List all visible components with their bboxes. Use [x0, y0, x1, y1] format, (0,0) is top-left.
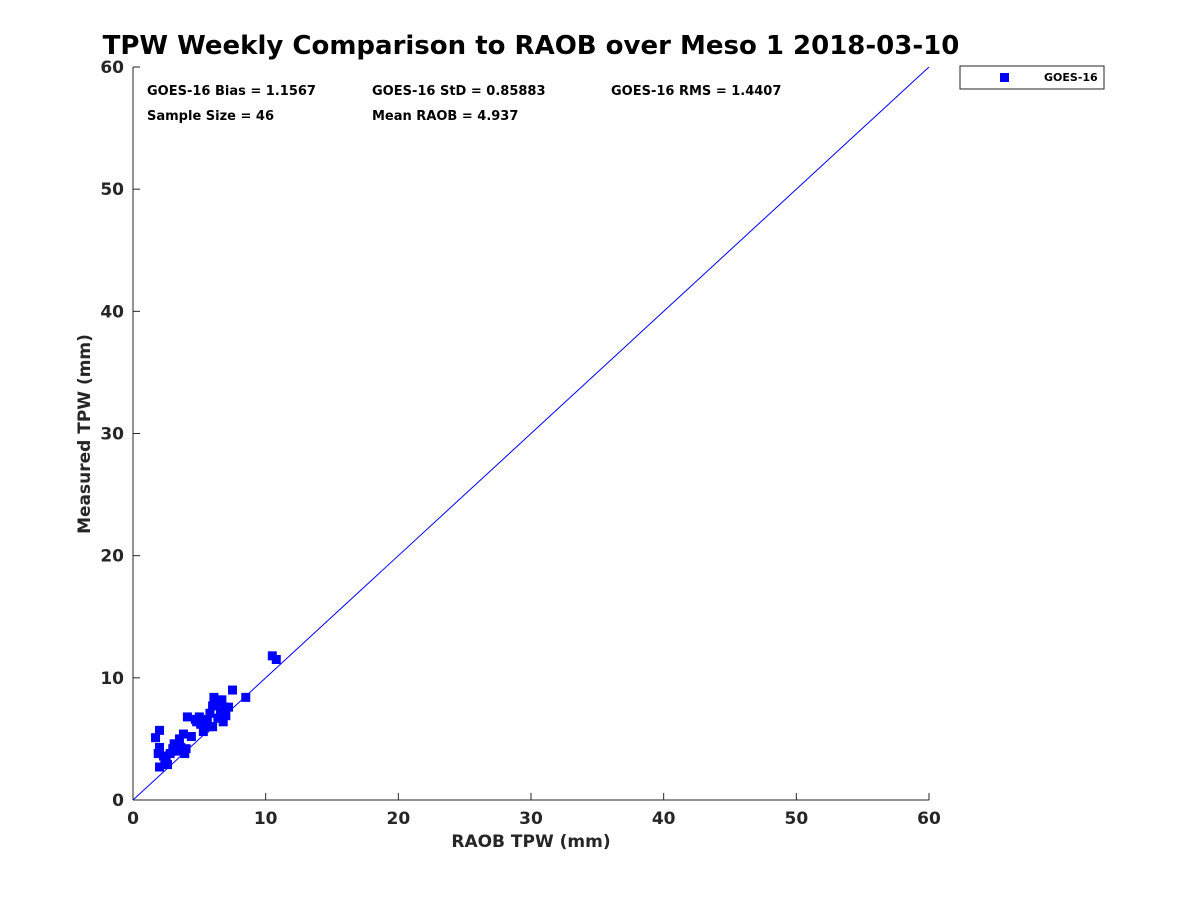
plot-area: 0 10 20 30 40 50 60 0 10 20 30 40 50 60 — [100, 58, 941, 829]
data-point — [162, 760, 172, 770]
data-point — [155, 762, 165, 772]
data-point — [241, 692, 251, 702]
x-tick-label: 10 — [254, 809, 278, 829]
data-point — [180, 749, 190, 759]
x-tick-label: 50 — [784, 809, 808, 829]
data-point — [169, 739, 179, 749]
x-tick-label: 20 — [386, 809, 410, 829]
data-point — [218, 717, 228, 727]
data-point — [165, 749, 175, 759]
data-point — [213, 713, 223, 723]
x-tick-label: 40 — [652, 809, 676, 829]
data-point — [201, 714, 211, 724]
data-point — [208, 722, 218, 732]
x-tick-label: 60 — [917, 809, 941, 829]
y-tick-label: 10 — [100, 669, 124, 689]
one-to-one-reference-line — [132, 66, 930, 801]
y-tick-label: 40 — [100, 302, 124, 322]
data-point — [214, 697, 224, 707]
data-point — [155, 742, 165, 752]
x-ticks: 0 10 20 30 40 50 60 — [127, 793, 941, 829]
data-point — [160, 753, 170, 763]
chart-title: TPW Weekly Comparison to RAOB over Meso … — [103, 31, 960, 61]
data-point — [205, 708, 215, 718]
y-tick-label: 0 — [112, 791, 124, 811]
x-tick-label: 30 — [519, 809, 543, 829]
data-point — [178, 729, 188, 739]
y-tick-label: 30 — [100, 425, 124, 445]
legend-label-goes16: GOES-16 — [1044, 71, 1098, 84]
x-tick-label: 0 — [127, 809, 139, 829]
data-point — [151, 733, 161, 743]
stat-mean-raob: Mean RAOB = 4.937 — [372, 109, 518, 124]
legend: GOES-16 — [959, 65, 1105, 90]
data-point — [221, 711, 231, 721]
data-point — [174, 734, 184, 744]
data-point — [228, 685, 237, 695]
data-point — [186, 731, 196, 741]
data-point — [192, 717, 202, 727]
x-axis-label: RAOB TPW (mm) — [451, 832, 610, 852]
data-point — [194, 712, 204, 722]
data-points — [151, 651, 281, 772]
y-tick-label: 60 — [100, 58, 124, 78]
data-point — [271, 655, 281, 665]
stat-std: GOES-16 StD = 0.85883 — [372, 84, 546, 99]
stats-box: GOES-16 Bias = 1.1567 GOES-16 StD = 0.85… — [147, 84, 781, 124]
y-tick-label: 50 — [100, 180, 124, 200]
y-axis-label: Measured TPW (mm) — [75, 334, 95, 534]
data-point — [181, 744, 191, 754]
legend-box — [959, 65, 1105, 90]
data-point — [155, 725, 165, 735]
legend-marker-goes16 — [1000, 73, 1009, 82]
y-ticks: 0 10 20 30 40 50 60 — [100, 58, 140, 811]
data-point — [216, 707, 226, 717]
data-point — [153, 749, 163, 759]
stat-rms: GOES-16 RMS = 1.4407 — [611, 84, 781, 99]
data-point — [176, 742, 186, 752]
y-tick-label: 20 — [100, 547, 124, 567]
data-point — [209, 692, 219, 702]
data-point — [182, 712, 192, 722]
stat-sample-size: Sample Size = 46 — [147, 109, 274, 124]
data-point — [224, 702, 234, 712]
stat-bias: GOES-16 Bias = 1.1567 — [147, 84, 316, 99]
